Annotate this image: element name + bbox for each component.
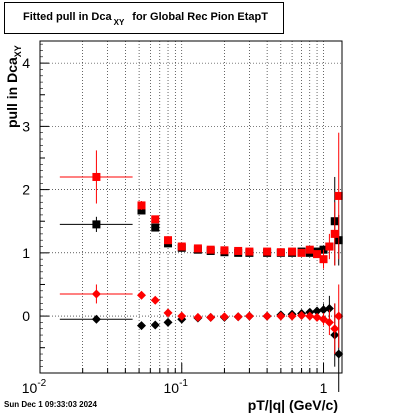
data-point-diamond: [319, 305, 329, 315]
data-point-diamond: [334, 349, 344, 359]
data-point-square: [92, 220, 101, 229]
series-2: [59, 295, 344, 392]
data-point-square: [220, 246, 229, 255]
data-point-diamond: [305, 311, 315, 321]
chart-title-rest: for Global Rec Pion EtapT: [132, 11, 268, 23]
data-point-diamond: [330, 324, 340, 334]
data-point-square: [92, 172, 101, 181]
data-point-diamond: [297, 310, 307, 320]
data-point-diamond: [276, 311, 286, 321]
data-point-square: [206, 245, 215, 254]
chart-title: Fitted pull in Dca XY for Global Rec Pion …: [23, 11, 268, 27]
y-tick-label: 4: [22, 55, 30, 71]
data-point-diamond: [137, 290, 147, 300]
data-point-square: [288, 247, 297, 256]
x-tick-label: 1: [320, 380, 328, 396]
date-stamp: Sun Dec 1 09:33:03 2024: [4, 400, 97, 409]
data-point-diamond: [219, 312, 229, 322]
data-point-diamond: [244, 311, 254, 321]
x-axis-title: pT/|q| (GeV/c): [248, 397, 338, 413]
data-point-diamond: [262, 311, 272, 321]
data-point-square: [330, 229, 339, 238]
data-point-diamond: [91, 314, 101, 324]
data-point-square: [319, 255, 328, 264]
data-point-square: [164, 236, 173, 245]
data-point-diamond: [324, 317, 334, 327]
data-point-diamond: [150, 320, 160, 330]
data-point-diamond: [163, 308, 173, 318]
x-tick-label: 10-1: [164, 378, 189, 396]
data-point-diamond: [137, 321, 147, 331]
data-point-square: [151, 223, 160, 232]
data-point-diamond: [312, 306, 322, 316]
y-tick-label: 2: [22, 182, 30, 198]
y-axis-title: pull in DcaXY: [4, 45, 23, 128]
data-point-diamond: [319, 314, 329, 324]
data-point-square: [177, 242, 186, 251]
data-point-diamond: [287, 311, 297, 321]
data-point-diamond: [177, 311, 187, 321]
chart-title-main: Fitted pull in Dca: [23, 11, 112, 23]
data-point-diamond: [312, 312, 322, 322]
data-point-square: [297, 248, 306, 257]
x-tick-label: 10-2: [22, 378, 47, 396]
data-point-square: [334, 191, 343, 200]
y-tick-label: 0: [22, 308, 30, 324]
data-point-diamond: [150, 295, 160, 305]
series-1: [59, 132, 343, 269]
axis-ticks: [39, 43, 325, 374]
data-point-square: [151, 215, 160, 224]
data-point-square: [305, 245, 314, 254]
data-point-diamond: [193, 312, 203, 322]
data-layer: [59, 132, 344, 392]
y-tick-label: 1: [22, 245, 30, 261]
y-tick-label: 3: [22, 118, 30, 134]
data-point-square: [276, 248, 285, 257]
data-point-square: [193, 244, 202, 253]
data-point-diamond: [334, 311, 344, 321]
plot-frame: [39, 40, 343, 374]
data-point-diamond: [206, 312, 216, 322]
data-point-diamond: [91, 289, 101, 299]
data-point-diamond: [324, 303, 334, 313]
data-point-diamond: [163, 317, 173, 327]
data-point-square: [137, 206, 146, 215]
chart-title-subscript: XY: [113, 18, 125, 27]
data-point-square: [245, 247, 254, 256]
data-point-diamond: [233, 312, 243, 322]
data-point-square: [325, 242, 334, 251]
chart-title-box: Fitted pull in Dca XY for Global Rec Pion …: [4, 2, 284, 34]
tick-labels: 0 1 2 3 4 10-2 10-1 1: [22, 55, 328, 396]
data-point-square: [137, 201, 146, 210]
data-point-square: [234, 246, 243, 255]
data-point-square: [313, 250, 322, 259]
grid: [40, 41, 342, 373]
series-3: [59, 284, 344, 355]
data-point-square: [263, 247, 272, 256]
